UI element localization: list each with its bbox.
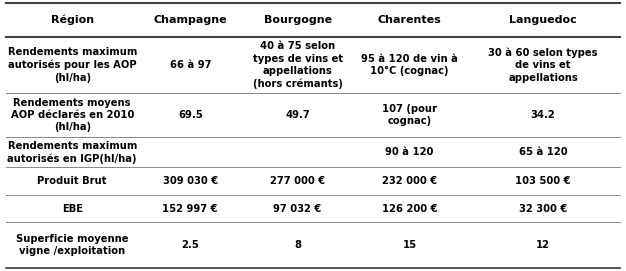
Text: 15: 15 xyxy=(403,240,417,250)
Text: Bourgogne: Bourgogne xyxy=(264,15,332,25)
Text: Région: Région xyxy=(51,15,94,25)
Text: 69.5: 69.5 xyxy=(178,110,203,120)
Text: 8: 8 xyxy=(294,240,301,250)
Text: 30 à 60 selon types
de vins et
appellations: 30 à 60 selon types de vins et appellati… xyxy=(488,47,598,83)
Text: Charentes: Charentes xyxy=(377,15,441,25)
Text: 309 030 €: 309 030 € xyxy=(163,176,218,186)
Text: Rendements maximum
autorisés en IGP(hl/ha): Rendements maximum autorisés en IGP(hl/h… xyxy=(8,141,137,164)
Text: 103 500 €: 103 500 € xyxy=(515,176,571,186)
Text: 32 300 €: 32 300 € xyxy=(519,204,567,214)
Text: Languedoc: Languedoc xyxy=(509,15,577,25)
Text: 97 032 €: 97 032 € xyxy=(274,204,322,214)
Text: 34.2: 34.2 xyxy=(531,110,555,120)
Text: 107 (pour
cognac): 107 (pour cognac) xyxy=(382,104,437,126)
Text: 126 200 €: 126 200 € xyxy=(382,204,438,214)
Text: 152 997 €: 152 997 € xyxy=(163,204,218,214)
Text: 65 à 120: 65 à 120 xyxy=(519,147,567,157)
Text: 49.7: 49.7 xyxy=(285,110,310,120)
Text: 12: 12 xyxy=(536,240,550,250)
Text: Superficie moyenne
vigne /exploitation: Superficie moyenne vigne /exploitation xyxy=(16,234,128,256)
Text: 2.5: 2.5 xyxy=(182,240,199,250)
Text: 90 à 120: 90 à 120 xyxy=(386,147,434,157)
Text: 40 à 75 selon
types de vins et
appellations
(hors crémants): 40 à 75 selon types de vins et appellati… xyxy=(253,41,342,89)
Text: 277 000 €: 277 000 € xyxy=(270,176,326,186)
Text: Produit Brut: Produit Brut xyxy=(38,176,107,186)
Text: 232 000 €: 232 000 € xyxy=(382,176,437,186)
Text: 95 à 120 de vin à
10°C (cognac): 95 à 120 de vin à 10°C (cognac) xyxy=(361,54,458,76)
Text: Rendements moyens
AOP déclarés en 2010
(hl/ha): Rendements moyens AOP déclarés en 2010 (… xyxy=(11,98,134,132)
Text: EBE: EBE xyxy=(62,204,83,214)
Text: 66 à 97: 66 à 97 xyxy=(170,60,211,70)
Text: Champagne: Champagne xyxy=(153,15,227,25)
Text: Rendements maximum
autorisés pour les AOP
(hl/ha): Rendements maximum autorisés pour les AO… xyxy=(8,47,137,83)
